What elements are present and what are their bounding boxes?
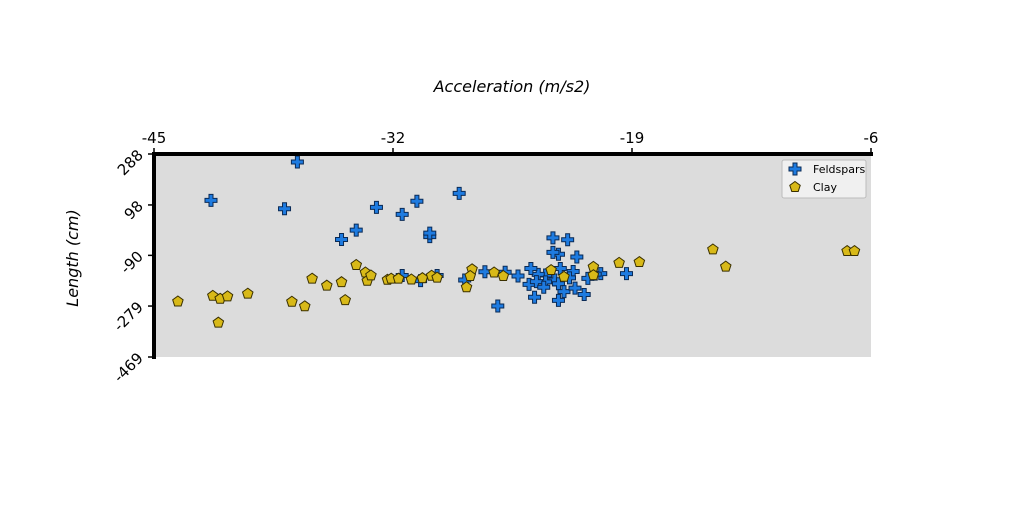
data-point-feldspars [551,293,565,307]
data-point-clay [848,244,861,257]
data-point-clay [460,281,473,293]
x-tick-label: -45 [142,129,167,147]
data-point-feldspars [511,269,525,283]
y-tick-label: 98 [121,197,147,223]
data-point-clay [212,316,225,328]
data-point-feldspars [491,299,505,313]
data-point-feldspars [528,290,542,304]
legend-box [781,159,867,199]
data-point-feldspars [278,202,292,216]
data-point-feldspars [423,226,437,240]
data-point-feldspars [577,288,591,302]
legend-marker-feldspars [788,162,802,176]
data-point-clay [365,269,377,281]
x-tick-label: -32 [381,129,406,147]
data-point-clay [350,258,363,270]
data-point-feldspars [537,280,551,294]
data-points [172,155,861,328]
legend-label-clay: Clay [813,181,837,194]
plot-area [154,154,871,357]
data-point-feldspars [546,245,560,259]
data-point-feldspars [410,194,424,208]
data-point-feldspars [570,250,584,264]
data-point-clay [221,290,234,302]
legend-label-feldspars: Feldspars [813,163,866,176]
data-point-clay [431,271,443,283]
data-point-clay [335,276,348,288]
y-axis-label: Length (cm) [63,209,82,306]
data-point-feldspars [204,193,218,207]
data-point-clay [558,270,570,282]
x-tick-label: -6 [864,129,879,147]
y-tick-label: -469 [110,349,147,386]
chart-title: Acceleration (m/s2) [433,77,591,96]
data-point-clay [405,273,418,285]
y-tick-label: 288 [114,146,147,179]
legend-marker-feldspars [788,162,802,176]
data-point-feldspars [452,186,466,200]
data-point-feldspars [568,281,582,295]
y-tick-label: -90 [117,247,147,277]
data-point-feldspars [619,267,633,281]
data-point-clay [707,243,719,255]
data-point-feldspars [561,233,575,247]
data-point-feldspars [290,155,304,169]
data-point-clay [719,260,732,272]
data-point-clay [587,269,600,281]
legend-marker-clay [789,180,801,192]
data-point-clay [633,255,646,268]
data-point-clay [339,294,352,306]
data-point-clay [172,295,184,307]
data-point-clay [298,300,311,312]
data-point-clay [464,269,477,281]
data-point-feldspars [557,285,571,299]
legend: Feldspars Clay [781,159,867,199]
data-point-clay [241,287,254,299]
data-point-clay [286,295,298,307]
data-point-clay [497,269,510,281]
x-ticks: -45 -32 -19 -6 [142,129,879,154]
data-point-feldspars [546,231,560,245]
y-ticks: 288 98 -90 -279 -469 [110,146,154,386]
x-tick-label: -19 [620,129,645,147]
data-point-feldspars [349,223,363,237]
data-point-feldspars [478,265,492,279]
data-point-feldspars [335,233,349,247]
data-point-clay [488,266,500,278]
data-point-clay [613,256,625,268]
data-point-feldspars [524,262,538,276]
data-point-feldspars [369,200,383,214]
data-point-clay [320,279,333,291]
data-point-clay [545,263,557,276]
y-tick-label: -279 [110,298,147,335]
data-point-clay [306,272,318,284]
legend-marker-clay [789,180,801,192]
data-point-clay [392,272,405,284]
data-point-feldspars [395,207,409,221]
